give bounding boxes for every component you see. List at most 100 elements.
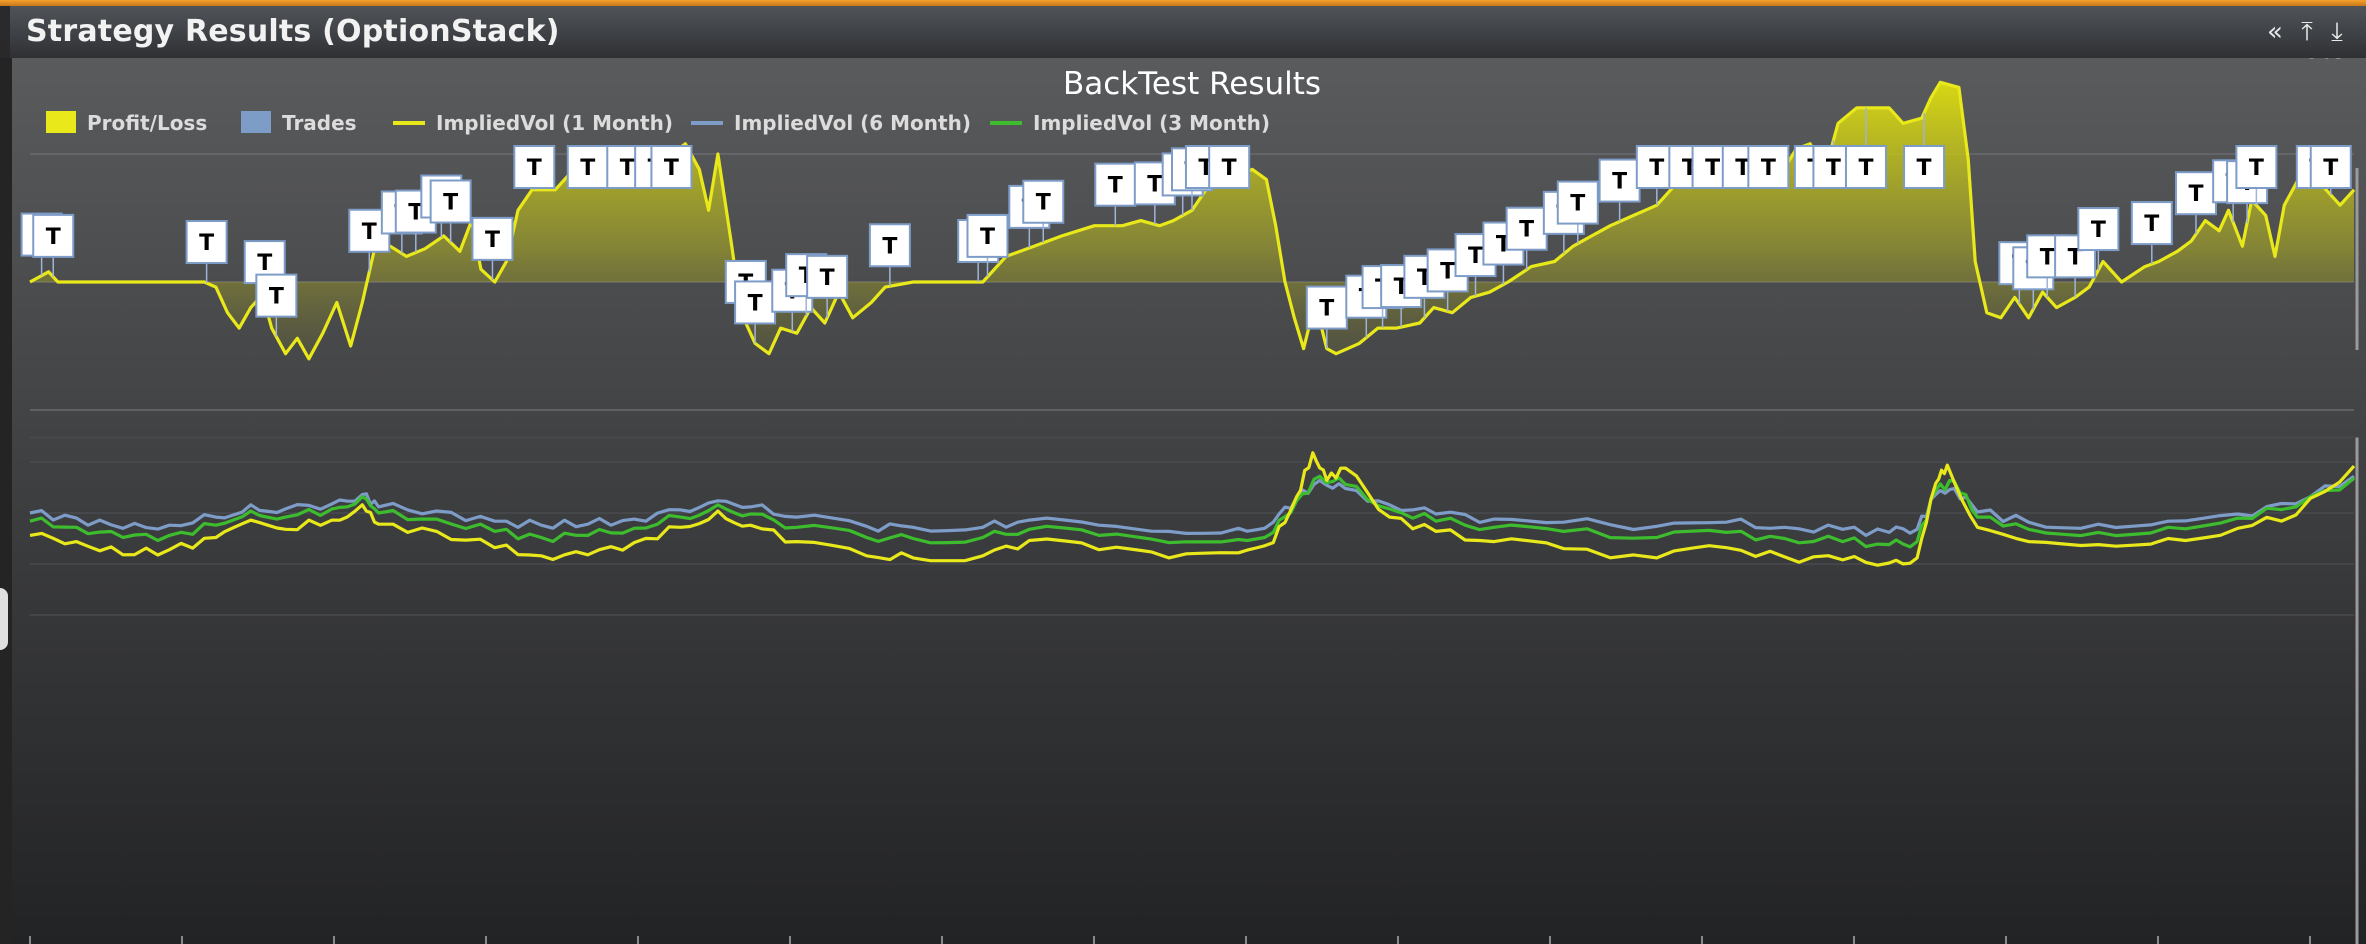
trade-flag[interactable]: T bbox=[513, 145, 556, 190]
trade-flag-label: T bbox=[1761, 156, 1776, 181]
trade-flag-label: T bbox=[2144, 212, 2159, 237]
trade-flag-label: T bbox=[748, 291, 763, 316]
trade-flag-label: T bbox=[362, 220, 377, 245]
trade-flag-box bbox=[566, 145, 609, 189]
left-rail bbox=[0, 58, 12, 944]
trade-flag-box bbox=[1305, 285, 1348, 330]
trade-flag[interactable]: T bbox=[1747, 145, 1790, 189]
legend-item-profit-loss[interactable]: Profit/Loss bbox=[46, 111, 207, 135]
trade-flag-box bbox=[32, 213, 75, 258]
backtest-chart: BackTest Results Profit/Loss Trades Impl… bbox=[12, 25, 2366, 944]
trade-flag-box bbox=[650, 145, 693, 189]
trade-flag-box bbox=[1094, 162, 1137, 207]
trade-flag-label: T bbox=[1468, 244, 1483, 269]
trade-flag-label: T bbox=[443, 191, 458, 216]
trade-flag-label: T bbox=[1917, 156, 1932, 181]
trade-flag[interactable]: T bbox=[185, 220, 228, 284]
iv-series-line bbox=[29, 474, 2355, 537]
trade-flag-label: T bbox=[269, 285, 284, 310]
legend-item-iv-6m[interactable]: ImpliedVol (6 Month) bbox=[691, 111, 971, 135]
download-icon: ⤓ bbox=[2331, 17, 2343, 47]
trade-flag-label: T bbox=[1519, 218, 1534, 243]
trade-flag[interactable]: T bbox=[966, 213, 1009, 277]
trade-flag-box bbox=[734, 280, 777, 325]
trade-flag-label: T bbox=[820, 266, 835, 291]
legend-swatch-profit-loss bbox=[46, 111, 76, 133]
trade-flag-label: T bbox=[1858, 156, 1873, 181]
collapse-left-button[interactable]: « bbox=[2262, 18, 2288, 46]
legend: Profit/Loss Trades ImpliedVol (1 Month) … bbox=[46, 111, 1270, 135]
trade-flag-label: T bbox=[485, 228, 500, 253]
trade-flag-label: T bbox=[1612, 170, 1627, 195]
trade-flag[interactable]: T bbox=[650, 145, 693, 189]
export-up-button[interactable]: ⤒ bbox=[2294, 18, 2320, 46]
trade-flag-label: T bbox=[257, 251, 272, 276]
trade-flag-label: T bbox=[1735, 156, 1750, 181]
trade-flag-box bbox=[1208, 145, 1251, 189]
trade-flag[interactable]: T bbox=[1094, 162, 1137, 226]
trade-flag[interactable]: T bbox=[2054, 234, 2097, 298]
double-chevron-left-icon: « bbox=[2267, 17, 2283, 47]
trade-flag-label: T bbox=[527, 156, 542, 181]
trade-flag-label: T bbox=[980, 225, 995, 250]
trade-flag[interactable]: T bbox=[1598, 158, 1641, 222]
trade-flag-box bbox=[1844, 145, 1887, 189]
trade-flag-label: T bbox=[1570, 192, 1585, 217]
export-down-button[interactable]: ⤓ bbox=[2324, 18, 2350, 46]
trade-flag-label: T bbox=[1222, 156, 1237, 181]
trade-flag[interactable]: T bbox=[868, 223, 911, 287]
trade-flag-label: T bbox=[1705, 156, 1720, 181]
trade-flag-label: T bbox=[2188, 182, 2203, 207]
trade-flag-box bbox=[1747, 145, 1790, 189]
trade-flag[interactable]: T bbox=[471, 216, 514, 280]
trade-flag[interactable]: T bbox=[255, 273, 298, 337]
panel-header: Strategy Results (OptionStack) « ⤒ ⤓ bbox=[10, 6, 2366, 60]
trade-flag[interactable]: T bbox=[1305, 285, 1348, 349]
trade-flag[interactable]: T bbox=[32, 213, 75, 277]
trade-flag-box bbox=[2174, 171, 2217, 216]
side-expand-handle[interactable] bbox=[0, 588, 8, 650]
trade-flag-box bbox=[2077, 207, 2120, 252]
trade-flag[interactable]: T bbox=[1556, 180, 1599, 244]
legend-label-iv-3m: ImpliedVol (3 Month) bbox=[1033, 111, 1270, 135]
trade-flag[interactable]: T bbox=[2077, 207, 2120, 271]
trade-flag-box bbox=[2130, 201, 2173, 246]
trade-flag[interactable]: T bbox=[1903, 113, 1946, 189]
trade-flag[interactable]: T bbox=[2235, 145, 2278, 206]
trade-flag-label: T bbox=[580, 156, 595, 181]
trade-flag-label: T bbox=[408, 201, 423, 226]
trade-flag-label: T bbox=[1649, 156, 1664, 181]
iv-y-tick-label: 5 bbox=[2331, 58, 2346, 63]
trade-flag-box bbox=[1556, 180, 1599, 225]
trade-flag-label: T bbox=[1147, 172, 1162, 197]
legend-item-iv-1m[interactable]: ImpliedVol (1 Month) bbox=[393, 111, 673, 135]
legend-item-iv-3m[interactable]: ImpliedVol (3 Month) bbox=[990, 111, 1270, 135]
trade-flag[interactable]: T bbox=[2174, 171, 2217, 235]
trade-flag-label: T bbox=[1826, 156, 1841, 181]
iv-series-line bbox=[29, 474, 2356, 549]
trade-flag[interactable]: T bbox=[1022, 179, 1065, 243]
chart-title: BackTest Results bbox=[1063, 66, 1321, 102]
trade-flag[interactable]: T bbox=[1208, 145, 1251, 189]
trade-flag-box bbox=[1022, 179, 1065, 224]
trade-flag-label: T bbox=[620, 156, 635, 181]
trade-flag[interactable]: T bbox=[566, 145, 609, 189]
legend-label-profit-loss: Profit/Loss bbox=[87, 111, 207, 135]
trade-flag[interactable]: T bbox=[2130, 201, 2173, 265]
trade-flag[interactable]: T bbox=[734, 280, 777, 344]
trade-flag-box bbox=[2309, 145, 2352, 189]
trade-flag[interactable]: T bbox=[806, 254, 849, 318]
trade-flag[interactable]: T bbox=[1844, 107, 1887, 189]
iv-series-line bbox=[29, 451, 2356, 567]
trade-flag[interactable]: T bbox=[1454, 233, 1497, 297]
trade-flag[interactable]: T bbox=[2309, 145, 2352, 195]
trade-flag-box bbox=[185, 220, 228, 265]
trade-flag[interactable]: T bbox=[429, 179, 472, 243]
legend-item-trades[interactable]: Trades bbox=[241, 111, 357, 135]
trade-flag-box bbox=[1598, 158, 1641, 203]
trade-flag-box bbox=[471, 216, 514, 261]
trade-flag-label: T bbox=[1036, 191, 1051, 216]
trade-flag-label: T bbox=[46, 225, 61, 250]
trade-flag-box bbox=[255, 273, 298, 318]
